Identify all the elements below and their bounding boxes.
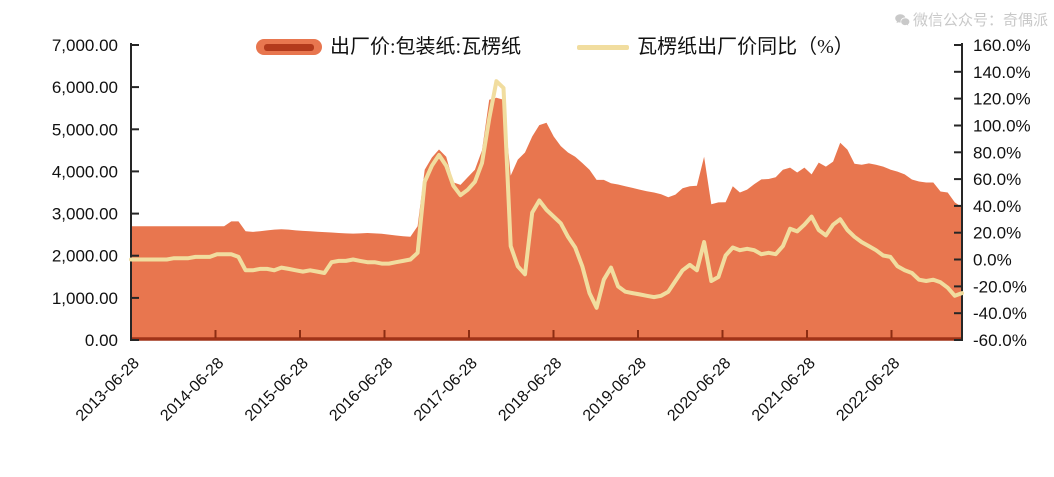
chart-legend: 出厂价:包装纸:瓦楞纸 瓦楞纸出厂价同比（%）	[256, 37, 854, 57]
legend-item-price-area: 出厂价:包装纸:瓦楞纸	[256, 37, 521, 57]
y-axis-left-label: 0.00	[85, 331, 118, 350]
area-series-swatch-icon	[256, 39, 322, 55]
y-axis-left-label: 3,000.00	[52, 205, 118, 224]
legend-item-yoy-line: 瓦楞纸出厂价同比（%）	[577, 37, 854, 57]
y-axis-right-label: 160.0%	[973, 36, 1031, 55]
x-axis-label: 2022-06-28	[833, 355, 903, 425]
y-axis-left-label: 6,000.00	[52, 78, 118, 97]
x-axis-label: 2019-06-28	[580, 355, 650, 425]
x-axis-label: 2017-06-28	[411, 355, 481, 425]
legend-label-yoy: 瓦楞纸出厂价同比（%）	[637, 36, 854, 58]
y-axis-right-label: 60.0%	[973, 170, 1021, 189]
x-axis-label: 2015-06-28	[242, 355, 312, 425]
legend-label-price: 出厂价:包装纸:瓦楞纸	[330, 36, 522, 58]
watermark-text: 微信公众号：奇偶派	[912, 11, 1048, 29]
y-axis-left-label: 4,000.00	[52, 162, 118, 181]
wechat-icon	[895, 14, 910, 26]
y-axis-right-label: 140.0%	[973, 63, 1031, 82]
y-axis-right-label: -20.0%	[973, 277, 1027, 296]
y-axis-left-label: 1,000.00	[52, 289, 118, 308]
area-series-swatch-bar	[264, 43, 314, 51]
y-axis-right-label: 20.0%	[973, 224, 1021, 243]
x-axis-label: 2016-06-28	[326, 355, 396, 425]
y-axis-right-label: 0.0%	[973, 251, 1012, 270]
y-axis-right-label: 120.0%	[973, 90, 1031, 109]
watermark: 微信公众号：奇偶派	[894, 12, 1048, 28]
y-axis-right-label: -60.0%	[973, 331, 1027, 350]
x-axis-label: 2018-06-28	[495, 355, 565, 425]
y-axis-right-label: 100.0%	[973, 117, 1031, 136]
y-axis-right-label: 80.0%	[973, 143, 1021, 162]
y-axis-left-label: 2,000.00	[52, 247, 118, 266]
x-axis-label: 2020-06-28	[664, 355, 734, 425]
y-axis-left-label: 7,000.00	[52, 36, 118, 55]
y-axis-right-label: -40.0%	[973, 304, 1027, 323]
x-axis-label: 2021-06-28	[749, 355, 819, 425]
line-series-swatch-icon	[577, 44, 630, 50]
price-area-shape	[131, 97, 962, 340]
y-axis-left-label: 5,000.00	[52, 120, 118, 139]
y-axis-right-label: 40.0%	[973, 197, 1021, 216]
x-axis-label: 2013-06-28	[73, 355, 143, 425]
x-axis-label: 2014-06-28	[157, 355, 227, 425]
yoy-line-shape	[129, 79, 964, 310]
